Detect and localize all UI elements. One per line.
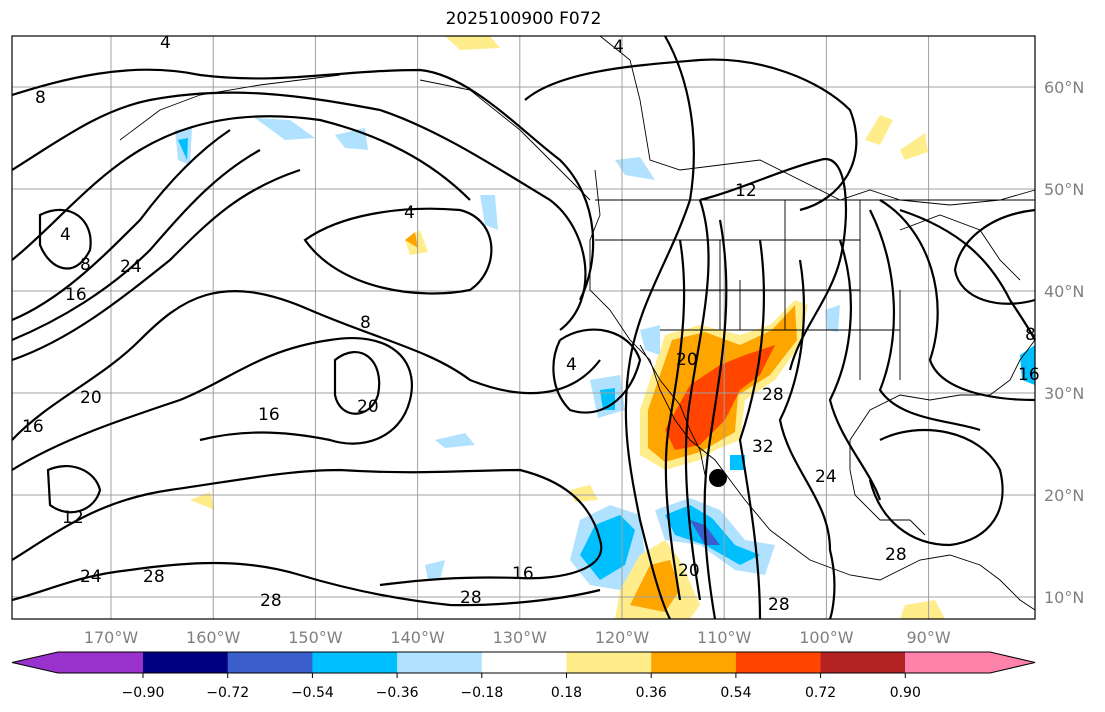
colorbar-tick-label: −0.90 (122, 685, 165, 701)
colorbar-segment (312, 652, 398, 673)
contour-label: 8 (80, 255, 91, 275)
lon-label: 110°W (697, 628, 752, 647)
colorbar-tick-label: 0.36 (636, 685, 667, 701)
colorbar-segment (651, 652, 737, 673)
lon-label: 100°W (799, 628, 854, 647)
colorbar-segment (566, 652, 652, 673)
lat-label: 40°N (1044, 282, 1084, 301)
colorbar-outline (11, 651, 1036, 674)
colorbar-segment (397, 652, 483, 673)
contour-label: 4 (60, 225, 71, 245)
lon-label: 150°W (288, 628, 343, 647)
colorbar-segment (481, 652, 567, 673)
contour-label: 28 (885, 545, 907, 565)
contour-label: 16 (22, 417, 44, 437)
contour-label: 20 (676, 350, 698, 370)
lon-label: 90°W (907, 628, 951, 647)
contour-label: 12 (62, 508, 84, 528)
shade-positive-orange-s (630, 560, 680, 612)
colorbar-tick-label: −0.72 (206, 685, 249, 701)
contour-label: 12 (735, 181, 757, 201)
lat-label: 20°N (1044, 486, 1084, 505)
contour-label: 24 (815, 467, 837, 487)
contour-label: 20 (678, 561, 700, 581)
contour-label: 8 (360, 313, 371, 333)
colorbar-segment (143, 652, 229, 673)
colorbar-extend-low (12, 652, 143, 673)
coastlines (119, 35, 1036, 611)
contour-label: 8 (35, 88, 46, 108)
lat-label: 60°N (1044, 78, 1084, 97)
lon-label: 140°W (390, 628, 445, 647)
contour-label: 32 (752, 437, 774, 457)
lat-label: 50°N (1044, 180, 1084, 199)
contour-label: 28 (260, 591, 282, 611)
contour-label: 16 (1018, 365, 1040, 385)
colorbar-extend-high (905, 652, 1035, 673)
contour-label: 4 (613, 37, 624, 57)
colorbar: −0.90 −0.72 −0.54 −0.36 −0.18 0.18 0.36 0.54 0.7… (11, 651, 1036, 701)
contour-label: 20 (80, 388, 102, 408)
contour-label: 4 (404, 203, 415, 223)
colorbar-segment (227, 652, 313, 673)
map-frame (11, 35, 1036, 620)
contour-label: 28 (460, 588, 482, 608)
contour-label: 16 (512, 564, 534, 584)
colorbar-segment (820, 652, 906, 673)
lon-label: 170°W (84, 628, 139, 647)
contour-label: 28 (143, 567, 165, 587)
contour-label: 24 (120, 257, 142, 277)
colorbar-tick-label: 0.54 (720, 685, 751, 701)
colorbar-tick-label: 0.18 (551, 685, 582, 701)
colorbar-segment (735, 652, 822, 673)
contour-label: 16 (65, 285, 87, 305)
lon-label: 130°W (493, 628, 548, 647)
lat-label: 30°N (1044, 384, 1084, 403)
lat-label: 10°N (1044, 588, 1084, 607)
colorbar-tick-label: −0.54 (291, 685, 334, 701)
contour-label: 4 (160, 33, 171, 53)
contour-label: 28 (762, 385, 784, 405)
lon-label: 160°W (186, 628, 241, 647)
contour-label: 8 (1025, 325, 1036, 345)
colorbar-tick-label: −0.36 (376, 685, 419, 701)
contour-label: 16 (258, 405, 280, 425)
shade-positive-red (665, 345, 775, 450)
colorbar-tick-label: 0.90 (890, 685, 921, 701)
contour-label: 28 (768, 595, 790, 615)
contour-label: 24 (80, 567, 102, 587)
map-title: 2025100900 F072 (445, 9, 602, 29)
axis-labels: 170°W 160°W 150°W 140°W 130°W 120°W 110°W 100°W… (84, 78, 1085, 647)
black-dot-marker (709, 469, 727, 487)
contour-label: 20 (357, 397, 379, 417)
lon-label: 120°W (595, 628, 650, 647)
colorbar-tick-label: 0.72 (805, 685, 836, 701)
contours (11, 35, 1036, 620)
colorbar-tick-label: −0.18 (460, 685, 503, 701)
contour-label: 4 (566, 355, 577, 375)
contour-labels: 4 8 4 16 24 8 20 16 20 8 4 16 12 24 28 2… (22, 33, 1040, 615)
